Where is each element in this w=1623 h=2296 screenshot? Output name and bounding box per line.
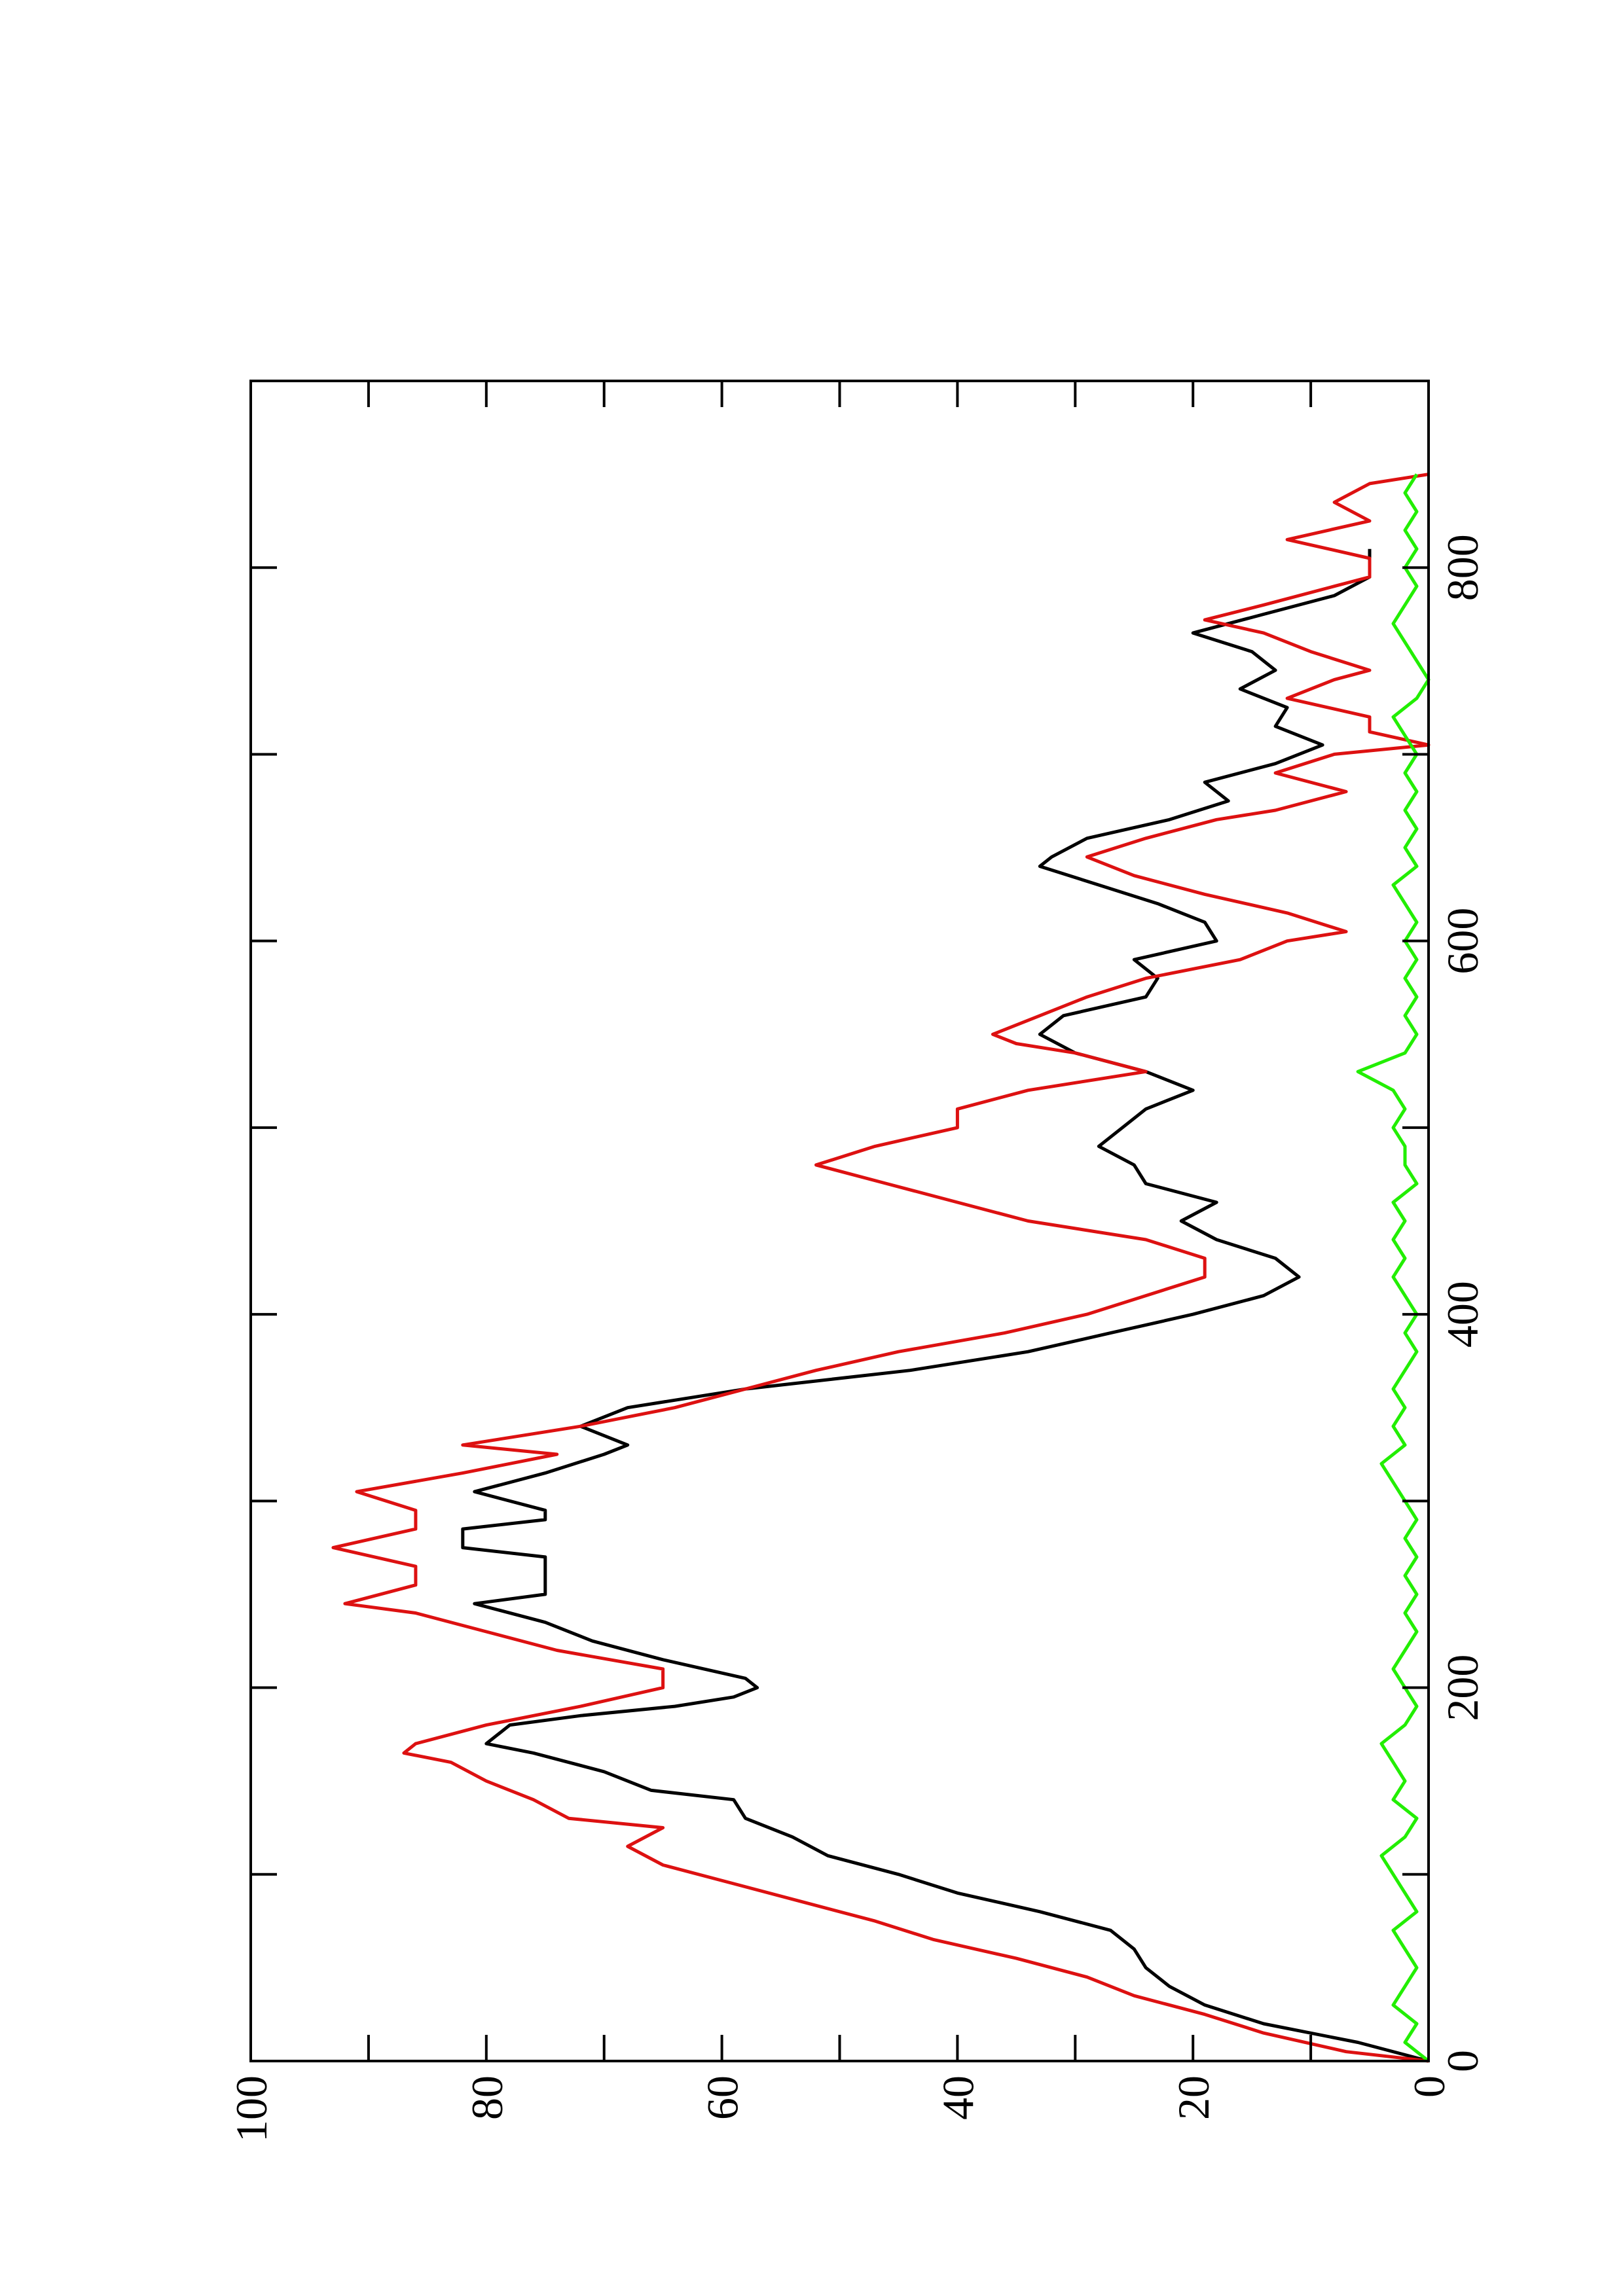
data-line — [1356, 473, 1431, 2062]
y-tick-label: 20 — [1169, 2075, 1218, 2120]
y-tick-label: 0 — [1404, 2075, 1454, 2098]
y-tick-label: 60 — [698, 2075, 748, 2120]
y-tick-label: 40 — [933, 2075, 983, 2120]
y-tick-label: 80 — [462, 2075, 512, 2120]
x-tick-label: 600 — [1438, 908, 1487, 975]
data-line — [331, 473, 1431, 2063]
x-tick-label: 200 — [1438, 1655, 1487, 1721]
x-tick-label: 400 — [1438, 1281, 1487, 1348]
x-tick-label: 800 — [1438, 534, 1487, 601]
plot-area: 0 200 400 600 800 0 20 40 60 80 100 — [227, 380, 1487, 2142]
x-tick-label: 0 — [1438, 2050, 1487, 2072]
y-tick-label: 100 — [227, 2075, 276, 2142]
data-line — [461, 548, 1429, 2063]
